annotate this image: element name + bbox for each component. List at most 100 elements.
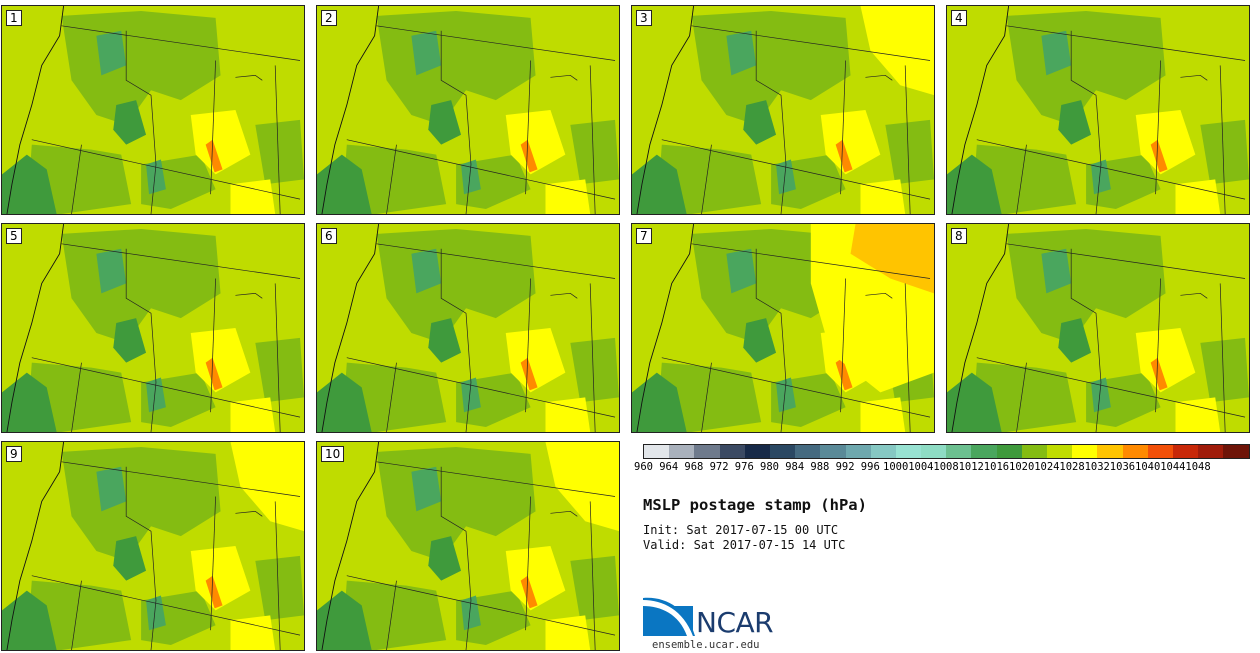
site-url: ensemble.ucar.edu (652, 639, 760, 651)
coastline (321, 442, 380, 650)
colorbar-tick-label: 1024 (1034, 461, 1060, 473)
panel-5: 5 (1, 223, 305, 433)
pressure-region-1028 (545, 615, 591, 650)
border-line (61, 243, 301, 279)
border-line (465, 164, 472, 214)
valid-time: Valid: Sat 2017-07-15 14 UTC (643, 538, 846, 552)
pressure-region-1036 (1150, 357, 1168, 391)
pressure-region-1028 (1175, 397, 1221, 432)
colorbar-tick-label: 968 (684, 461, 704, 473)
colorbar-swatch (870, 445, 896, 458)
colorbar-tick-label: 992 (835, 461, 855, 473)
colorbar-tick-label: 1008 (933, 461, 959, 473)
colorbar-tick-label: 960 (634, 461, 653, 473)
colorbar-swatch (1198, 445, 1224, 458)
border-line (465, 382, 472, 432)
colorbar-swatch (895, 445, 922, 458)
pressure-region-1028 (505, 546, 566, 611)
border-line (465, 600, 472, 650)
border-line (589, 65, 596, 214)
pressure-region-1020 (570, 555, 619, 621)
mslp-map (632, 6, 934, 214)
border-line (125, 248, 157, 383)
pressure-region-1036 (520, 139, 538, 173)
pressure-region-1016 (428, 100, 462, 145)
mslp-map (317, 224, 619, 432)
panel-6: 6 (316, 223, 620, 433)
mslp-map (2, 6, 304, 214)
river-line (1180, 74, 1208, 81)
border-line (525, 278, 531, 413)
border-line (386, 144, 397, 214)
border-line (31, 575, 301, 636)
panel-8: 8 (946, 223, 1250, 433)
border-line (1219, 283, 1226, 432)
colorbar-tick-label: 1000 (883, 461, 909, 473)
pressure-region-1028 (230, 397, 276, 432)
pressure-region-1016 (947, 372, 1002, 432)
ncar-logo-text: NCAR (696, 606, 774, 639)
pressure-region-1016 (1058, 100, 1092, 145)
border-line (150, 600, 157, 650)
coastline (951, 224, 1010, 432)
pressure-region-1028 (860, 6, 934, 96)
panel-number: 4 (951, 10, 967, 26)
coastline (636, 6, 695, 214)
colorbar-swatch (744, 445, 770, 458)
border-line (1016, 144, 1027, 214)
border-line (840, 60, 846, 195)
pressure-region-1016 (743, 318, 777, 363)
colorbar-tick-label: 1012 (958, 461, 984, 473)
border-line (31, 357, 301, 418)
coastline (6, 6, 65, 214)
pressure-region-1020 (570, 337, 619, 403)
pressure-region-1020 (656, 144, 762, 214)
colorbar-tick-label: 980 (760, 461, 779, 473)
border-line (1070, 30, 1102, 165)
pressure-region-1016 (632, 372, 687, 432)
pressure-region-1028 (1135, 328, 1196, 393)
mslp-map (2, 442, 304, 650)
pressure-region-1016 (726, 30, 757, 76)
pressure-region-1016 (113, 100, 147, 145)
border-line (1219, 65, 1226, 214)
pressure-region-1028 (545, 442, 619, 532)
colorbar-swatch (719, 445, 745, 458)
pressure-region-1020 (341, 144, 447, 214)
colorbar-tick-label: 1016 (983, 461, 1010, 473)
colorbar-tick-label: 1044 (1160, 461, 1186, 473)
pressure-region-1028 (230, 179, 276, 214)
colorbar-tick-label: 988 (810, 461, 830, 473)
border-line (589, 501, 596, 650)
pressure-region-1028 (860, 179, 906, 214)
pressure-region-1016 (317, 154, 372, 214)
border-line (125, 466, 157, 601)
pressure-region-1036 (520, 357, 538, 391)
colorbar-tick-label: 972 (709, 461, 729, 473)
pressure-region-1016 (411, 466, 442, 512)
colorbar-tick-label: 984 (785, 461, 805, 473)
colorbar-tick-label: 1040 (1135, 461, 1161, 473)
colorbar-swatch (1021, 445, 1047, 458)
pressure-region-1028 (860, 397, 906, 432)
pressure-region-1020 (341, 362, 447, 432)
border-line (71, 362, 82, 432)
river-line (865, 292, 893, 299)
colorbar-swatch (845, 445, 871, 458)
panel-3: 3 (631, 5, 935, 215)
colorbar-swatch (971, 445, 997, 458)
border-line (1070, 248, 1102, 383)
colorbar-swatch (769, 445, 796, 458)
colorbar-swatch (1147, 445, 1173, 458)
river-line (1180, 292, 1208, 299)
border-line (1095, 382, 1102, 432)
border-line (525, 496, 531, 631)
border-line (61, 461, 301, 497)
pressure-region-1016 (1041, 248, 1072, 294)
pressure-region-1020 (255, 119, 304, 185)
pressure-region-1016 (1041, 30, 1072, 76)
border-line (346, 575, 616, 636)
border-line (346, 139, 616, 200)
pressure-region-1016 (317, 372, 372, 432)
pressure-region-1028 (505, 328, 566, 393)
